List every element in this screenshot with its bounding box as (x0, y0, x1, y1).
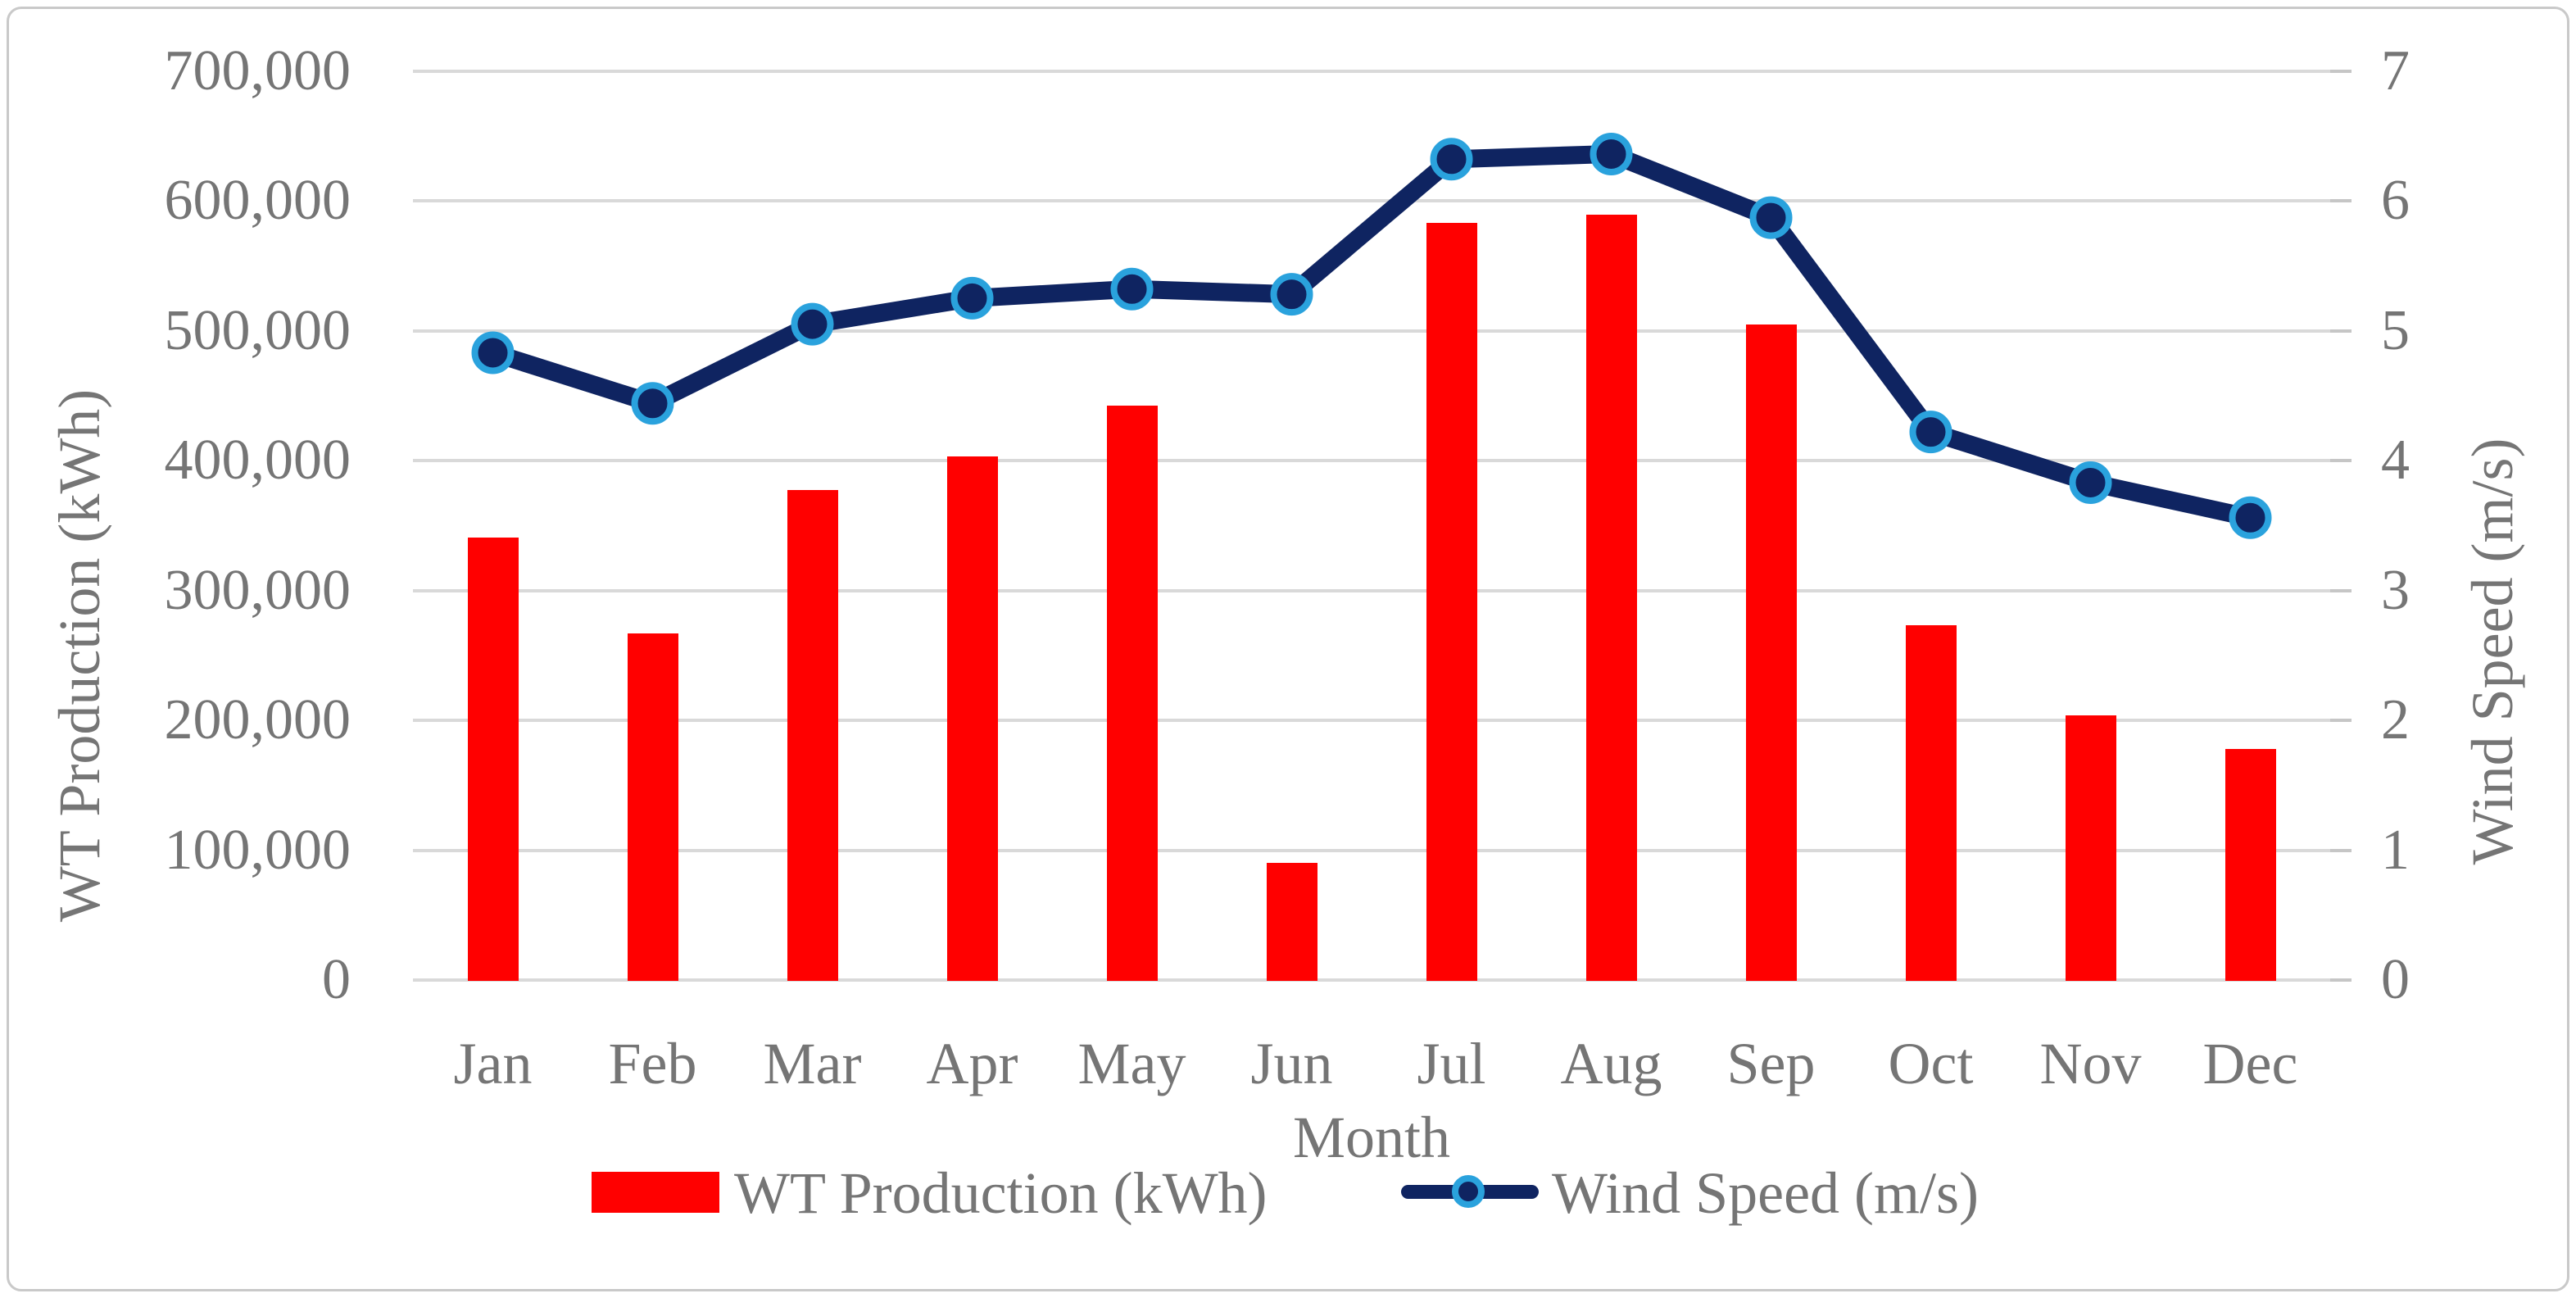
y2-axis-tick-0: 0 (2381, 948, 2410, 1011)
x-axis-label-may: May (1077, 1031, 1186, 1096)
bar-oct (1905, 625, 1957, 981)
right-axis-tickmark-2 (2330, 719, 2352, 722)
legend-swatch-production (592, 1172, 719, 1213)
y-axis-tick-200000: 200,000 (164, 688, 351, 751)
bar-jun (1266, 863, 1317, 981)
x-axis-label-nov: Nov (2039, 1031, 2142, 1096)
bar-aug (1585, 215, 1637, 981)
bar-jul (1426, 222, 1477, 981)
bar-nov (2065, 715, 2116, 981)
y-axis-tick-0: 0 (322, 948, 351, 1011)
x-axis-label-sep: Sep (1726, 1031, 1816, 1096)
y2-axis-tick-2: 2 (2381, 688, 2410, 751)
y2-axis-tick-5: 5 (2381, 298, 2410, 362)
y2-axis-tick-4: 4 (2381, 429, 2410, 492)
y2-axis-tick-7: 7 (2381, 39, 2410, 102)
right-axis-tickmark-7 (2330, 69, 2352, 73)
legend-wind-marker-icon (1452, 1175, 1485, 1208)
x-axis-label-aug: Aug (1560, 1031, 1662, 1096)
gridline-400000 (413, 459, 2330, 462)
x-axis-label-jun: Jun (1250, 1031, 1333, 1096)
bar-mar (787, 490, 838, 981)
y-axis-tick-500000: 500,000 (164, 298, 351, 362)
bar-feb (627, 633, 678, 981)
y2-axis-tick-1: 1 (2381, 818, 2410, 882)
gridline-700000 (413, 69, 2330, 73)
right-axis-tickmark-0 (2330, 978, 2352, 982)
chart-border (7, 7, 2569, 1291)
legend-label-production: WT Production (kWh) (734, 1160, 1268, 1226)
gridline-0 (413, 978, 2330, 982)
bar-apr (946, 456, 998, 981)
y2-axis-title: Wind Speed (m/s) (2460, 438, 2525, 865)
y-axis-tick-600000: 600,000 (164, 169, 351, 232)
bar-sep (1745, 324, 1797, 981)
gridline-100000 (413, 848, 2330, 852)
x-axis-label-oct: Oct (1888, 1031, 1974, 1096)
gridline-300000 (413, 588, 2330, 592)
right-axis-tickmark-1 (2330, 848, 2352, 852)
right-axis-tickmark-4 (2330, 459, 2352, 462)
right-axis-tickmark-6 (2330, 199, 2352, 202)
y2-axis-tick-6: 6 (2381, 169, 2410, 232)
legend-label-wind: Wind Speed (m/s) (1552, 1160, 1980, 1226)
y-axis-tick-100000: 100,000 (164, 818, 351, 882)
x-axis-label-dec: Dec (2202, 1031, 2298, 1096)
x-axis-label-jan: Jan (453, 1031, 533, 1096)
x-axis-label-feb: Feb (608, 1031, 697, 1096)
y2-axis-tick-3: 3 (2381, 558, 2410, 622)
x-axis-label-mar: Mar (763, 1031, 862, 1096)
bar-may (1106, 406, 1158, 981)
gridline-500000 (413, 329, 2330, 333)
x-axis-label-jul: Jul (1417, 1031, 1486, 1096)
gridline-600000 (413, 199, 2330, 202)
x-axis-label-apr: Apr (926, 1031, 1018, 1096)
right-axis-tickmark-5 (2330, 329, 2352, 333)
gridline-200000 (413, 719, 2330, 722)
y-axis-tick-400000: 400,000 (164, 429, 351, 492)
y-axis-tick-300000: 300,000 (164, 558, 351, 622)
y-axis-tick-700000: 700,000 (164, 39, 351, 102)
y-axis-title: WT Production (kWh) (47, 388, 112, 923)
bar-jan (467, 537, 519, 981)
x-axis-title: Month (1292, 1105, 1451, 1170)
bar-dec (2225, 748, 2276, 981)
right-axis-tickmark-3 (2330, 588, 2352, 592)
